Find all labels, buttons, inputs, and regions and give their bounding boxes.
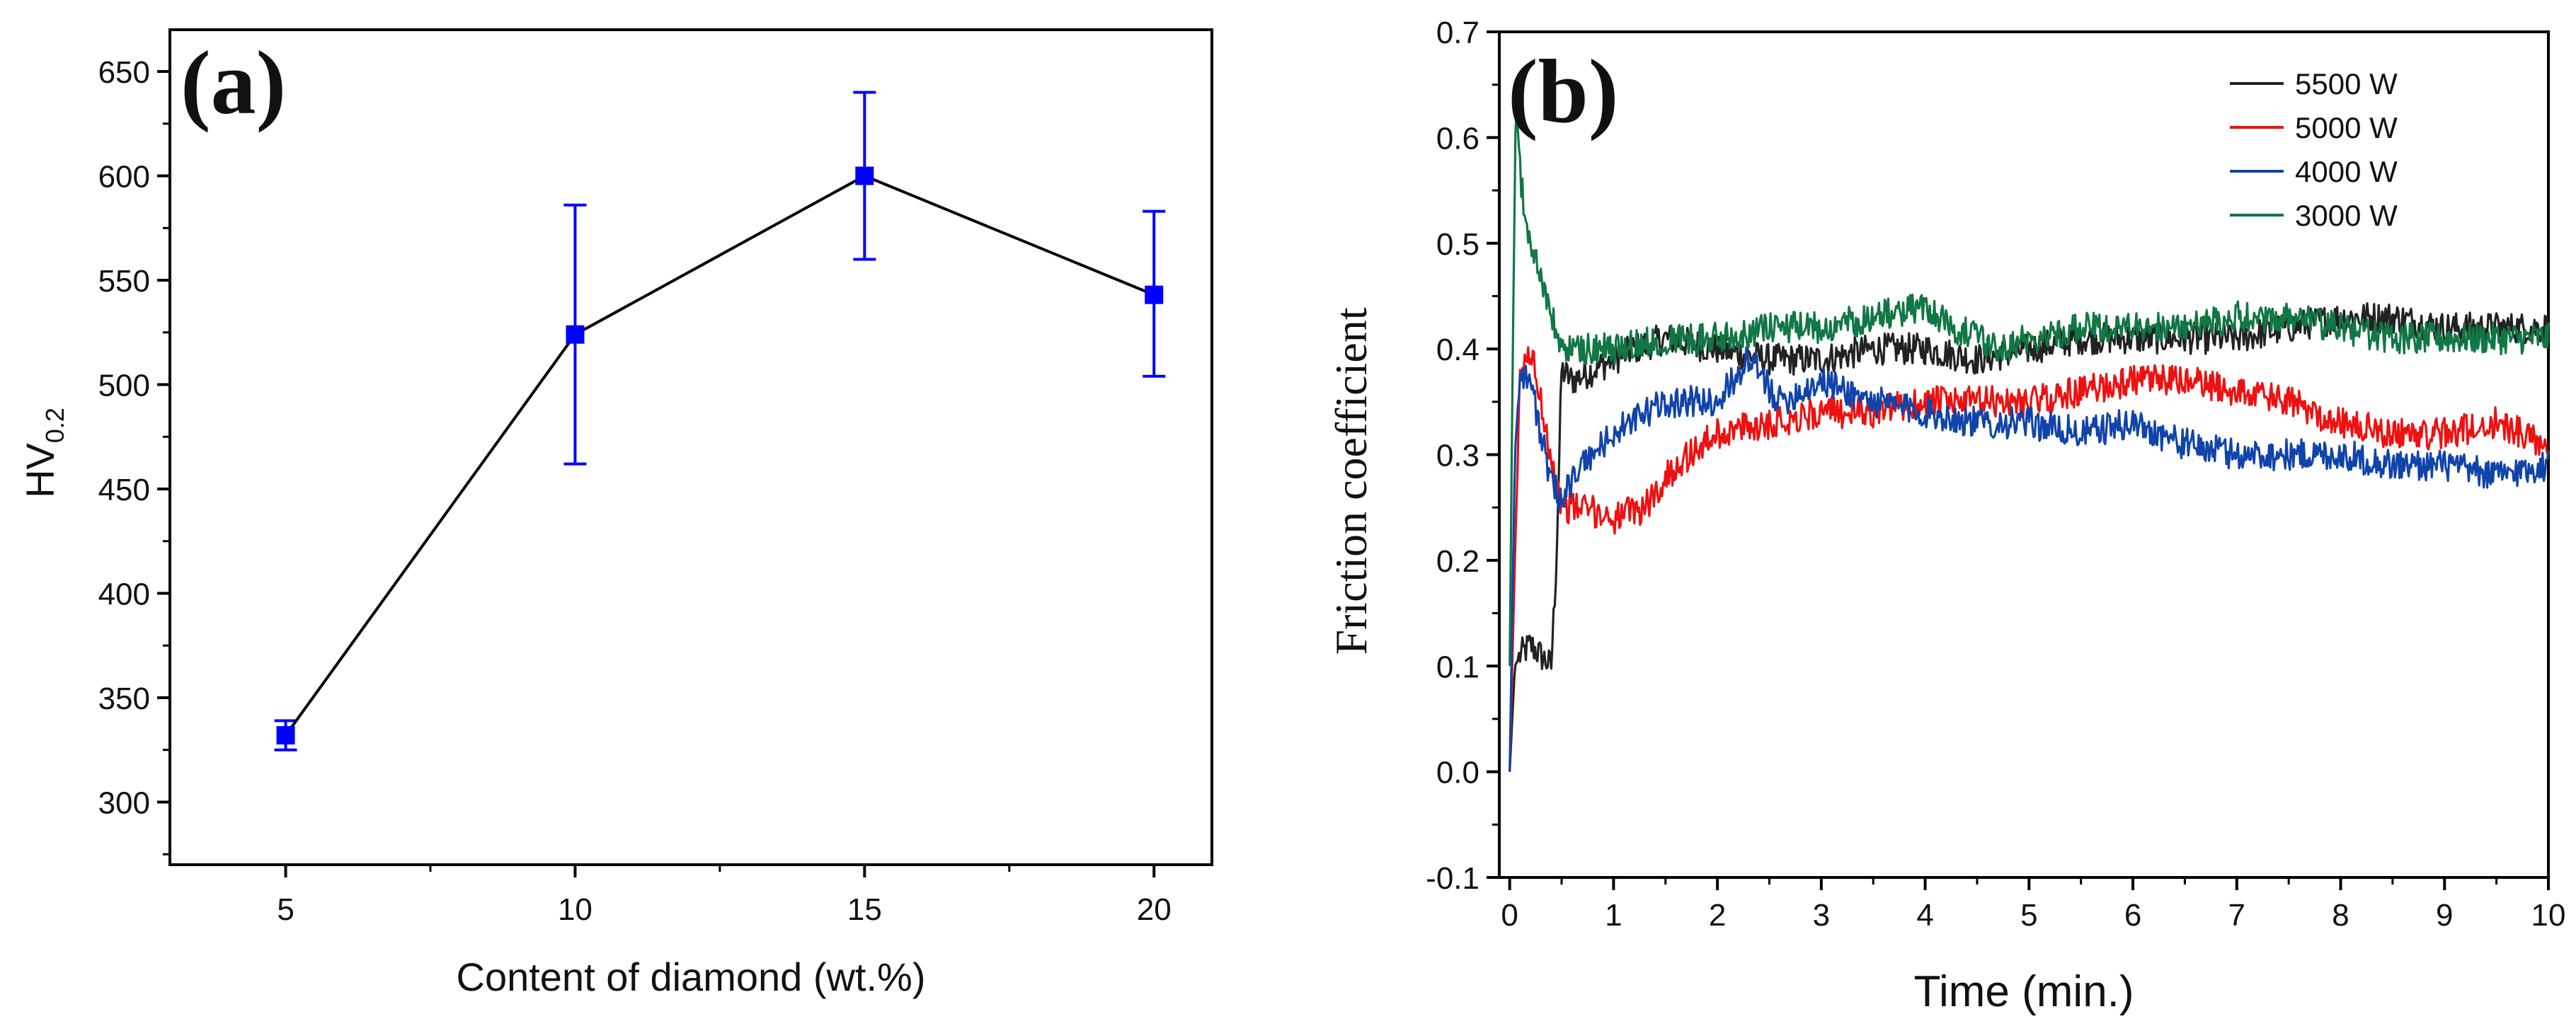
panel-b-y-tick-label: 0.6 [1436, 121, 1479, 156]
panel-b-x-tick-label: 6 [2124, 898, 2141, 933]
panel-a-data-point [1145, 285, 1164, 304]
panel-b-x-tick-label: 0 [1501, 898, 1518, 933]
panel-b-y-tick-label: 0.0 [1436, 756, 1479, 790]
panel-a-data-points [276, 166, 1164, 745]
panel-a-line [284, 174, 1155, 737]
panel-a-x-tick-label: 15 [847, 892, 882, 927]
panel-b-y-axis-label: Friction coefficient [1326, 307, 1376, 655]
panel-b-x-tick-label: 9 [2436, 898, 2453, 933]
panel-b-y-tick-label: 0.1 [1436, 650, 1479, 684]
panel-a-y-tick-label: 500 [98, 369, 150, 403]
panel-b-x-tick-label: 8 [2332, 898, 2349, 933]
panel-b-legend-label: 5000 W [2295, 111, 2398, 144]
panel-a-series-line [284, 174, 1155, 737]
panel-b-series-line [1509, 302, 2550, 772]
panel-b-x-tick-label: 4 [1916, 898, 1933, 933]
panel-b-y-tick-label: -0.1 [1426, 861, 1479, 896]
panel-b-y-tick-label: 0.4 [1436, 333, 1479, 367]
panel-b-label: (b) [1508, 41, 1618, 142]
panel-a-y-tick-label: 600 [98, 160, 150, 195]
panel-b-x-tick-label: 5 [2020, 898, 2037, 933]
panel-a-x-tick-label: 5 [277, 892, 294, 927]
panel-a-x-tick-label: 20 [1137, 892, 1172, 927]
panel-b-y-tick-label: 0.3 [1436, 439, 1479, 473]
panel-b-legend-label: 3000 W [2295, 199, 2398, 232]
panel-b-x-tick-label: 2 [1709, 898, 1726, 933]
panel-a-y-tick-label: 650 [98, 55, 150, 90]
panel-b-x-tick-label: 3 [1813, 898, 1830, 933]
panel-b-legend-label: 4000 W [2295, 155, 2398, 188]
panel-b-legend: 5500 W 5000 W 4000 W 3000 W [2230, 67, 2398, 232]
panel-b-series-line [1509, 346, 2550, 772]
panel-b-x-axis-label: Time (min.) [1913, 967, 2134, 1016]
panel-a-x-axis-label: Content of diamond (wt.%) [457, 955, 926, 999]
panel-a-y-axis-label-subscript: 0.2 [40, 408, 69, 443]
panel-a-plot-frame [168, 28, 1213, 866]
panel-b-x-tick-label: 1 [1605, 898, 1622, 933]
panel-a-y-axis-label: HV0.2 [18, 408, 69, 498]
panel-a-data-point [276, 726, 295, 745]
panel-b-x-axis: 0 1 2 3 4 5 6 7 8 9 10 [1501, 877, 2565, 933]
panel-a-x-tick-label: 10 [558, 892, 593, 927]
panel-b-y-tick-label: 0.2 [1436, 544, 1479, 579]
panel-a-label: (a) [181, 33, 286, 133]
panel-a-y-tick-label: 350 [98, 681, 150, 716]
panel-b-legend-label: 5500 W [2295, 67, 2398, 100]
panel-b-x-tick-label: 10 [2531, 898, 2566, 933]
panel-a-hardness-chart: 300 350 400 450 500 550 600 650 5 10 15 20 (a) Con… [18, 28, 1213, 999]
panel-a-y-tick-label: 300 [98, 786, 150, 821]
panel-b-series-line [1509, 106, 2550, 667]
panel-b-series-lines [1509, 106, 2550, 772]
panel-a-error-bars [274, 91, 1166, 751]
panel-a-y-tick-label: 450 [98, 473, 150, 507]
panel-a-y-tick-label: 550 [98, 264, 150, 299]
panel-b-y-tick-label: 0.5 [1436, 227, 1479, 262]
panel-a-y-tick-label: 400 [98, 577, 150, 612]
panel-b-y-tick-label: 0.7 [1436, 16, 1479, 50]
panel-b-friction-chart: -0.1 0.0 0.1 0.2 0.3 0.4 0.5 0.6 0.7 0 1 2 3 4 5 6 7 8 9 1… [1326, 16, 2565, 1016]
panel-a-y-axis-label-main: HV [18, 442, 62, 497]
panel-b-y-axis: -0.1 0.0 0.1 0.2 0.3 0.4 0.5 0.6 0.7 [1426, 16, 1499, 896]
panel-a-data-point [566, 325, 585, 344]
panel-b-x-tick-label: 7 [2228, 898, 2245, 933]
panel-a-data-point [855, 166, 874, 185]
panel-a-y-axis: 300 350 400 450 500 550 600 650 [98, 55, 170, 856]
panel-a-x-axis: 5 10 15 20 [277, 865, 1172, 927]
